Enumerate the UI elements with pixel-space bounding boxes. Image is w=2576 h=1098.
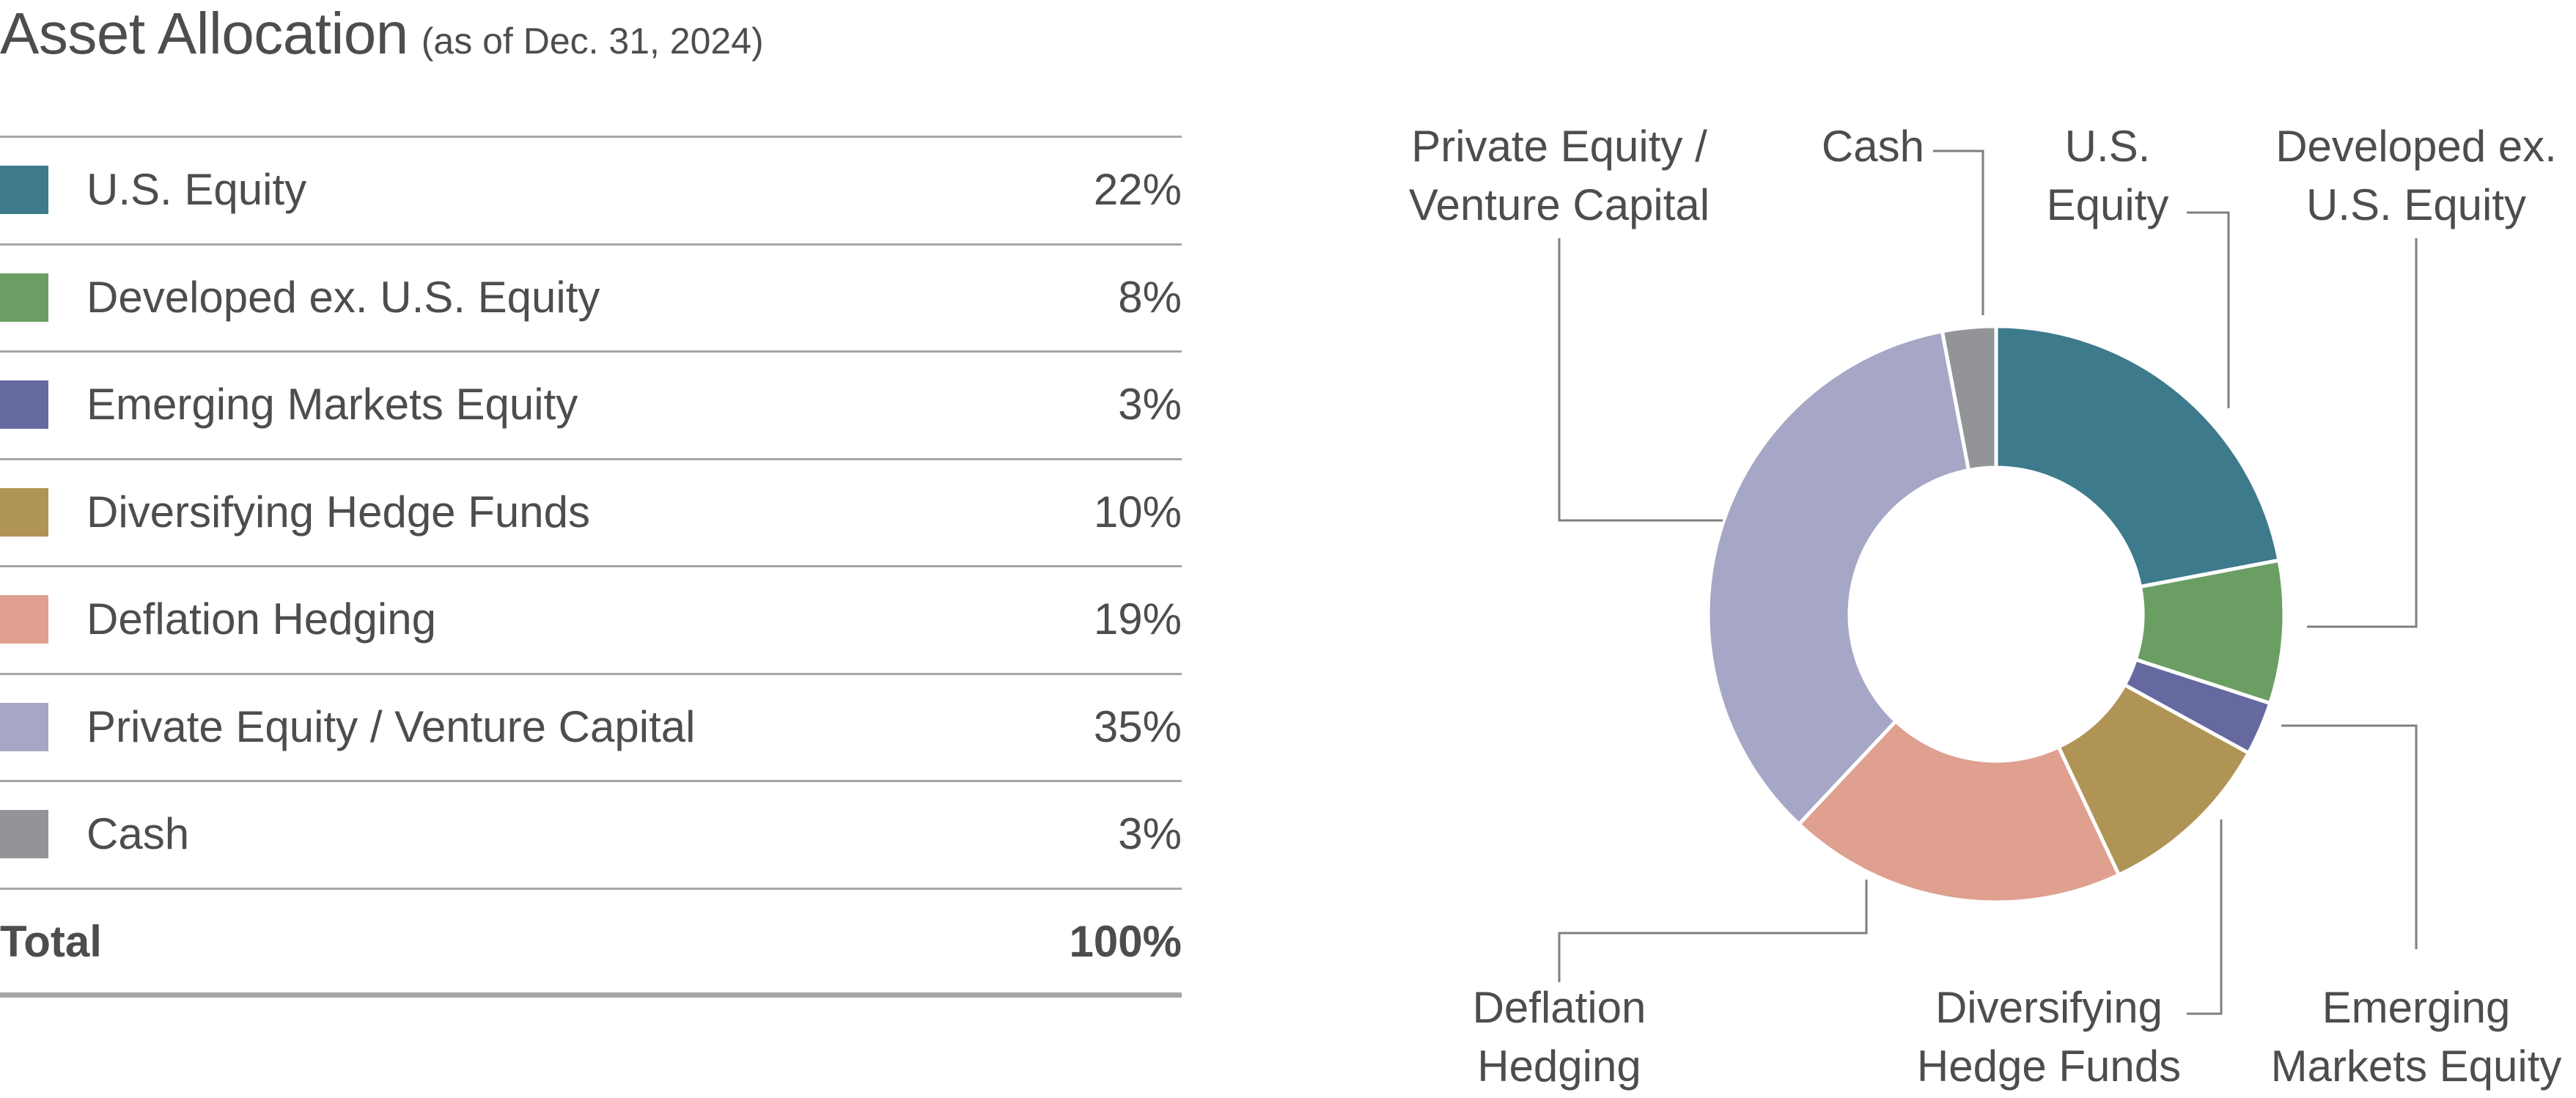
legend-swatch [0,810,48,858]
donut-slice [1994,324,2281,589]
total-value: 100% [1069,916,1182,966]
row-label: Diversifying Hedge Funds [87,487,590,537]
legend-swatch [0,273,48,322]
table-row: Emerging Markets Equity 3% [0,350,1182,458]
row-label: Deflation Hedging [87,594,436,644]
title-subtitle: (as of Dec. 31, 2024) [421,21,764,62]
chart-title: Asset Allocation (as of Dec. 31, 2024) [0,0,764,67]
row-value: 22% [1093,165,1182,214]
row-label: Developed ex. U.S. Equity [87,272,600,322]
legend-swatch [0,166,48,214]
row-value: 3% [1118,380,1182,429]
donut-slice [1706,329,1971,828]
table-row: Private Equity / Venture Capital 35% [0,672,1182,781]
legend-swatch [0,487,48,537]
total-row: Total 100% [0,887,1182,998]
row-label: Emerging Markets Equity [87,380,578,429]
leader-line [1933,150,1984,315]
callout-label: Developed ex. U.S. Equity [2275,122,2557,229]
table-row: Cash 3% [0,780,1182,888]
table-row: Developed ex. U.S. Equity 8% [0,243,1182,351]
leader-line [2187,819,2223,1015]
donut-slice [1796,718,2121,904]
callout-label: Private Equity / Venture Capital [1409,122,1710,229]
leader-line [2307,238,2418,628]
row-value: 35% [1093,701,1182,751]
row-value: 3% [1118,809,1182,858]
legend-swatch [0,595,48,644]
leader-line [1558,880,1868,982]
row-label: Cash [87,809,190,858]
table-row: U.S. Equity 22% [0,136,1182,243]
leader-line [1558,238,1723,522]
row-value: 19% [1093,594,1182,644]
allocation-table: U.S. Equity 22% Developed ex. U.S. Equity 8… [0,136,1182,998]
legend-swatch [0,380,48,429]
table-row: Diversifying Hedge Funds 10% [0,457,1182,566]
callout-label: Deflation Hedging [1473,983,1646,1091]
callout-label: U.S. Equity [2047,122,2169,229]
donut-slice [1940,324,1998,473]
callout-label: Emerging Markets Equity [2271,983,2562,1091]
total-label: Total [0,916,102,966]
row-label: U.S. Equity [87,165,307,214]
row-value: 10% [1093,487,1182,537]
leader-line [2187,211,2230,408]
callout-label: Cash [1822,122,1924,171]
row-label: Private Equity / Venture Capital [87,701,696,751]
legend-swatch [0,702,48,751]
leader-line [2281,724,2418,949]
title-main: Asset Allocation [0,1,408,66]
table-row: Deflation Hedging 19% [0,565,1182,673]
callout-label: Diversifying Hedge Funds [1917,983,2181,1091]
row-value: 8% [1118,272,1182,322]
